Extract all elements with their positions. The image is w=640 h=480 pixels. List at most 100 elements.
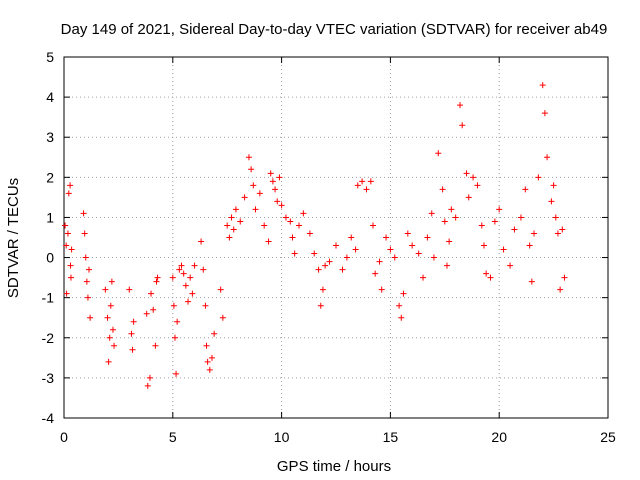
data-point — [420, 274, 427, 281]
data-point — [102, 286, 109, 293]
data-point — [363, 186, 370, 193]
data-point — [496, 206, 503, 213]
data-point — [87, 314, 94, 321]
data-point — [339, 266, 346, 273]
data-point — [274, 198, 281, 205]
data-point — [430, 254, 437, 261]
data-point — [478, 222, 485, 229]
data-point — [487, 274, 494, 281]
data-point — [383, 234, 390, 241]
data-point — [448, 206, 455, 213]
data-point — [187, 274, 194, 281]
data-point — [152, 342, 159, 349]
data-point — [185, 298, 192, 305]
data-point — [104, 314, 111, 321]
data-point — [315, 266, 322, 273]
data-point — [446, 238, 453, 245]
data-point — [80, 210, 87, 217]
data-point — [376, 258, 383, 265]
plot-frame — [63, 56, 609, 419]
x-tick-label: 5 — [169, 429, 177, 445]
data-point — [105, 358, 112, 365]
data-point — [528, 278, 535, 285]
data-point — [459, 122, 466, 129]
data-point — [81, 230, 88, 237]
data-point — [319, 286, 326, 293]
data-point — [470, 174, 477, 181]
data-point — [311, 250, 318, 257]
chart-title: Day 149 of 2021, Sidereal Day-to-day VTE… — [61, 21, 608, 38]
x-tick-label: 15 — [383, 429, 399, 445]
data-point — [170, 302, 177, 309]
data-point — [62, 222, 69, 229]
data-point — [282, 214, 289, 221]
data-point — [287, 218, 294, 225]
data-point — [82, 254, 89, 261]
data-point — [317, 302, 324, 309]
data-point — [211, 330, 218, 337]
data-point — [561, 274, 568, 281]
data-point — [178, 262, 185, 269]
data-point — [291, 250, 298, 257]
data-point — [128, 330, 135, 337]
data-point — [217, 286, 224, 293]
data-point — [398, 314, 405, 321]
data-point — [65, 190, 72, 197]
data-point — [228, 214, 235, 221]
x-tick-label: 25 — [600, 429, 616, 445]
data-point — [348, 234, 355, 241]
data-point — [367, 178, 374, 185]
data-point — [169, 274, 176, 281]
data-point — [208, 354, 215, 361]
data-point — [491, 218, 498, 225]
x-tick-labels: 0 5 10 15 20 25 — [60, 429, 616, 445]
data-point — [415, 250, 422, 257]
data-point — [511, 226, 518, 233]
data-point — [343, 254, 350, 261]
data-points — [62, 82, 568, 389]
data-point — [544, 154, 551, 161]
data-point — [265, 238, 272, 245]
y-tick-label: 1 — [46, 209, 54, 225]
data-point — [129, 346, 136, 353]
data-point — [443, 262, 450, 269]
data-point — [206, 366, 213, 373]
y-tick-label: -1 — [42, 290, 55, 306]
data-point — [428, 210, 435, 217]
data-point — [322, 262, 329, 269]
data-point — [396, 302, 403, 309]
data-point — [204, 358, 211, 365]
data-point — [261, 222, 268, 229]
data-point — [539, 82, 546, 89]
data-point — [83, 278, 90, 285]
data-point — [278, 202, 285, 209]
data-point — [219, 314, 226, 321]
data-point — [182, 282, 189, 289]
data-point — [250, 182, 257, 189]
data-point — [248, 166, 255, 173]
data-point — [180, 270, 187, 277]
data-point — [441, 218, 448, 225]
data-point — [63, 290, 70, 297]
data-point — [202, 302, 209, 309]
data-point — [541, 110, 548, 117]
data-point — [267, 170, 274, 177]
data-point — [189, 290, 196, 297]
x-axis-title: GPS time / hours — [277, 458, 391, 475]
data-point — [531, 230, 538, 237]
data-point — [109, 326, 116, 333]
data-point — [126, 286, 133, 293]
y-tick-label: 4 — [46, 89, 54, 105]
data-point — [457, 102, 464, 109]
y-tick-labels: -4 -3 -2 -1 0 1 2 3 4 5 — [42, 49, 55, 426]
y-tick-label: -3 — [42, 370, 55, 386]
data-point — [64, 230, 71, 237]
data-point — [86, 266, 93, 273]
data-point — [552, 214, 559, 221]
data-point — [517, 214, 524, 221]
data-point — [333, 242, 339, 249]
data-point — [148, 290, 155, 297]
y-tick-label: 0 — [46, 250, 54, 266]
data-point — [241, 194, 248, 201]
